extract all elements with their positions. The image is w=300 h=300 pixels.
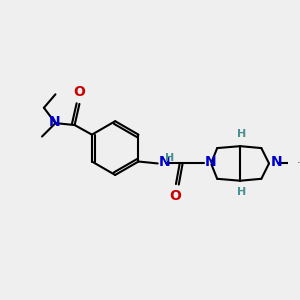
Text: H: H [237, 188, 246, 197]
Text: O: O [74, 85, 86, 99]
Text: N: N [159, 155, 170, 170]
Text: O: O [169, 189, 181, 203]
Text: methyl: methyl [298, 162, 300, 163]
Text: N: N [205, 155, 216, 170]
Text: N: N [271, 155, 283, 170]
Text: H: H [165, 153, 175, 163]
Text: H: H [237, 129, 246, 140]
Text: N: N [49, 115, 60, 129]
